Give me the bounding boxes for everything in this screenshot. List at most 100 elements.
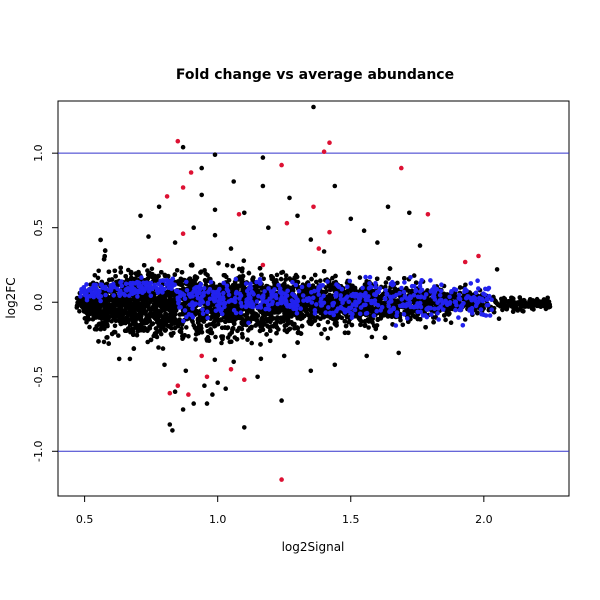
background-point — [402, 276, 407, 281]
background-point — [141, 263, 147, 268]
background-point — [509, 299, 514, 304]
background-point — [312, 272, 318, 278]
background-point — [96, 339, 101, 344]
background-point — [213, 334, 218, 340]
background-point — [153, 307, 159, 313]
background-point — [231, 303, 237, 309]
background-point — [118, 270, 124, 275]
background-point — [141, 328, 147, 333]
background-point — [211, 286, 216, 291]
background-point — [192, 325, 198, 331]
background-point — [240, 335, 245, 340]
background-point — [278, 276, 284, 282]
background-point — [126, 327, 132, 332]
background-point — [157, 303, 163, 308]
background-point — [176, 279, 181, 285]
background-point — [147, 312, 153, 318]
background-point — [205, 272, 210, 278]
background-point — [329, 295, 334, 301]
background-point — [343, 323, 349, 329]
background-point — [346, 270, 351, 276]
background-point — [184, 325, 189, 330]
background-point — [342, 330, 348, 336]
background-point — [226, 318, 231, 323]
background-point — [118, 265, 123, 271]
background-point — [325, 319, 331, 325]
background-point — [226, 278, 232, 283]
background-point — [150, 271, 155, 277]
background-point — [504, 306, 510, 312]
background-point — [366, 325, 371, 330]
background-point — [258, 356, 264, 362]
background-point — [248, 325, 254, 331]
background-point — [229, 315, 235, 321]
background-point — [318, 316, 323, 322]
background-point — [349, 322, 355, 328]
background-point — [111, 305, 117, 311]
background-point — [357, 317, 363, 323]
background-point — [280, 269, 286, 275]
background-point — [199, 329, 205, 335]
background-point — [257, 328, 263, 334]
background-point — [283, 273, 289, 278]
background-point — [74, 303, 80, 309]
background-point — [172, 272, 178, 277]
background-point — [240, 322, 246, 328]
background-point — [229, 339, 234, 345]
background-point — [410, 309, 415, 314]
background-point — [218, 317, 224, 322]
background-point — [271, 279, 277, 285]
background-point — [237, 325, 242, 331]
background-point — [224, 263, 230, 268]
background-point — [158, 327, 163, 333]
background-point — [182, 333, 187, 338]
background-point — [139, 294, 144, 299]
background-point — [202, 278, 208, 283]
background-point — [86, 317, 92, 322]
background-point — [374, 276, 380, 282]
background-point — [278, 319, 283, 325]
background-point — [321, 269, 327, 274]
background-point — [123, 310, 128, 315]
background-point — [400, 322, 406, 328]
background-point — [308, 315, 313, 321]
background-point — [274, 330, 279, 336]
background-point — [152, 302, 158, 308]
background-point — [156, 345, 161, 350]
background-point — [162, 306, 168, 312]
background-point — [161, 323, 166, 329]
background-point — [328, 326, 334, 331]
background-point — [93, 315, 99, 320]
background-point — [150, 321, 156, 326]
background-point — [357, 275, 363, 280]
background-point — [332, 321, 338, 327]
background-point — [193, 337, 198, 342]
background-point — [112, 323, 118, 329]
background-point — [529, 306, 535, 311]
background-point — [167, 296, 173, 301]
background-point — [325, 335, 331, 341]
background-point — [257, 266, 263, 271]
background-point — [87, 324, 92, 330]
background-point — [216, 261, 221, 266]
background-point — [441, 291, 447, 297]
background-point — [261, 276, 267, 282]
background-point — [241, 258, 247, 264]
background-point — [274, 272, 280, 278]
background-point — [98, 326, 103, 332]
background-point — [101, 339, 107, 345]
background-point — [283, 277, 289, 282]
background-point — [350, 283, 355, 289]
background-point — [245, 316, 250, 322]
background-point — [148, 307, 154, 313]
background-point — [131, 346, 137, 351]
background-point — [126, 317, 131, 322]
background-point — [97, 321, 102, 327]
background-point — [130, 321, 136, 326]
background-point — [147, 318, 153, 324]
background-point — [196, 330, 201, 336]
background-point — [379, 293, 384, 299]
background-point — [258, 342, 263, 347]
reference-lines — [58, 152, 569, 452]
